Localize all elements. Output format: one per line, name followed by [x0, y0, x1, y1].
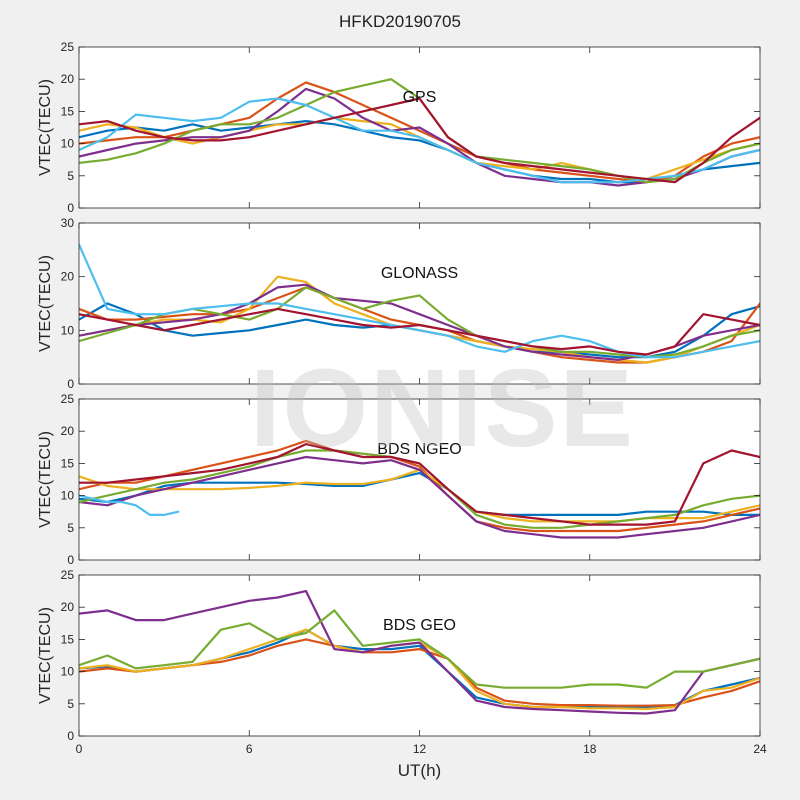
panel-title: BDS GEO — [383, 617, 456, 634]
y-axis-label: VTEC(TECU) — [37, 255, 54, 352]
series-line-4 — [79, 609, 760, 689]
figure-title: HFKD20190705 — [339, 12, 461, 31]
y-tick-label: 20 — [61, 600, 75, 614]
y-tick-label: 10 — [61, 489, 75, 503]
y-tick-label: 5 — [67, 697, 74, 711]
panel-3: 0 5 10 15 20 25 0 6 12 18 24 VTEC(TECU) BDS GEO UT(h) — [37, 568, 767, 780]
watermark: IONISE — [250, 347, 635, 470]
x-tick-label: 24 — [753, 742, 767, 756]
y-axis-label: VTEC(TECU) — [37, 79, 54, 176]
y-tick-label: 25 — [61, 392, 75, 406]
series-line-3 — [79, 589, 760, 715]
panel-2: 0 5 10 15 20 25 VTEC(TECU) BDS NGEO — [37, 392, 761, 567]
x-axis-label: UT(h) — [398, 761, 441, 780]
x-tick-label: 18 — [583, 742, 597, 756]
series-line-5 — [79, 243, 760, 359]
y-tick-label: 0 — [67, 553, 74, 567]
series-line-6 — [79, 97, 760, 184]
y-tick-label: 20 — [61, 72, 75, 86]
y-tick-label: 10 — [61, 665, 75, 679]
series-group — [79, 243, 760, 364]
series-group — [79, 78, 760, 187]
series-group — [79, 439, 760, 539]
y-axis-label: VTEC(TECU) — [37, 431, 54, 528]
y-tick-label: 15 — [61, 632, 75, 646]
series-line-3 — [79, 455, 760, 539]
y-tick-label: 5 — [67, 521, 74, 535]
y-tick-label: 25 — [61, 568, 75, 582]
y-tick-label: 0 — [67, 729, 74, 743]
x-tick-label: 0 — [76, 742, 83, 756]
series-line-1 — [79, 439, 760, 533]
y-tick-label: 30 — [61, 216, 75, 230]
x-tick-label: 12 — [413, 742, 427, 756]
y-axis-label: VTEC(TECU) — [37, 607, 54, 704]
y-tick-label: 5 — [67, 169, 74, 183]
y-tick-label: 0 — [67, 377, 74, 391]
panel-title: BDS NGEO — [377, 441, 461, 458]
y-tick-label: 15 — [61, 104, 75, 118]
y-tick-label: 15 — [61, 456, 75, 470]
panel-title: GLONASS — [381, 265, 458, 282]
series-line-6 — [79, 443, 760, 526]
panel-0: 0 5 10 15 20 25 VTEC(TECU) GPS — [37, 40, 761, 215]
y-tick-label: 20 — [61, 424, 75, 438]
y-tick-label: 20 — [61, 270, 75, 284]
x-tick-label: 6 — [246, 742, 253, 756]
y-tick-label: 0 — [67, 201, 74, 215]
panel-title: GPS — [403, 89, 437, 106]
y-tick-label: 10 — [61, 137, 75, 151]
panel-1: 0 10 20 30 VTEC(TECU) GLONASS — [37, 216, 761, 391]
series-line-5 — [79, 494, 180, 517]
series-line-6 — [79, 307, 760, 356]
y-tick-label: 25 — [61, 40, 75, 54]
y-tick-label: 10 — [61, 323, 75, 337]
series-group — [79, 589, 760, 715]
